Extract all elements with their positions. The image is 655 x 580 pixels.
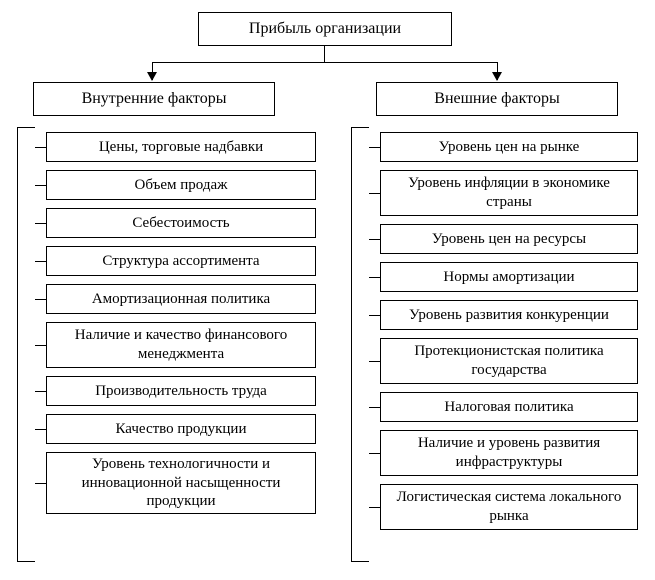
branch-header-label: Внешние факторы [434,89,559,109]
tick-external-4 [369,315,380,316]
connector-hbar [152,62,498,63]
item-label: Протекционистская политика государства [389,342,629,380]
tick-external-0 [369,147,380,148]
tick-internal-2 [35,223,46,224]
item-internal-5: Наличие и качество финансо­вого менеджме… [46,322,316,368]
root-node: Прибыль организации [198,12,452,46]
tick-external-7 [369,453,380,454]
item-label: Объем продаж [135,176,228,195]
item-internal-3: Структура ассортимента [46,246,316,276]
item-external-5: Протекционистская политика государства [380,338,638,384]
tick-external-1 [369,193,380,194]
tick-internal-8 [35,483,46,484]
bracket-internal [17,127,35,562]
branch-header-internal: Внутренние факторы [33,82,275,116]
root-label: Прибыль организации [249,19,401,39]
tick-external-3 [369,277,380,278]
item-internal-4: Амортизационная политика [46,284,316,314]
connector-stem [324,46,325,62]
item-label: Амортизационная политика [92,290,270,309]
item-label: Уровень развития конкуренции [409,306,609,325]
tick-external-5 [369,361,380,362]
item-internal-0: Цены, торговые надбавки [46,132,316,162]
item-external-7: Наличие и уровень развития инфраструктур… [380,430,638,476]
item-external-6: Налоговая политика [380,392,638,422]
item-external-8: Логистическая система локального рынка [380,484,638,530]
tick-external-6 [369,407,380,408]
tick-internal-4 [35,299,46,300]
branch-header-external: Внешние факторы [376,82,618,116]
item-external-0: Уровень цен на рынке [380,132,638,162]
item-label: Структура ассортимента [102,252,259,271]
item-label: Уровень цен на рынке [439,138,580,157]
tick-external-8 [369,507,380,508]
item-label: Нормы амортизации [443,268,574,287]
item-external-4: Уровень развития конкуренции [380,300,638,330]
item-internal-1: Объем продаж [46,170,316,200]
item-label: Уровень инфляции в экономике страны [389,174,629,212]
tick-internal-5 [35,345,46,346]
tick-internal-3 [35,261,46,262]
tick-internal-0 [35,147,46,148]
item-label: Качество продукции [116,420,247,439]
tick-internal-7 [35,429,46,430]
item-internal-6: Производительность труда [46,376,316,406]
item-label: Налоговая политика [444,398,573,417]
item-label: Цены, торговые надбавки [99,138,263,157]
arrow-right-icon [492,72,502,81]
tick-internal-1 [35,185,46,186]
item-label: Себестоимость [132,214,229,233]
bracket-external [351,127,369,562]
arrow-left-icon [147,72,157,81]
tick-external-2 [369,239,380,240]
branch-header-label: Внутренние факторы [82,89,227,109]
item-label: Уровень цен на ресурсы [432,230,586,249]
item-label: Уровень технологичности и инновационной … [55,455,307,511]
item-internal-2: Себестоимость [46,208,316,238]
item-label: Наличие и качество финансо­вого менеджме… [55,326,307,364]
item-internal-8: Уровень технологичности и инновационной … [46,452,316,514]
item-external-1: Уровень инфляции в экономике страны [380,170,638,216]
item-label: Производительность труда [95,382,267,401]
item-internal-7: Качество продукции [46,414,316,444]
item-external-3: Нормы амортизации [380,262,638,292]
tick-internal-6 [35,391,46,392]
item-external-2: Уровень цен на ресурсы [380,224,638,254]
item-label: Логистическая система локального рынка [389,488,629,526]
item-label: Наличие и уровень развития инфраструктур… [389,434,629,472]
